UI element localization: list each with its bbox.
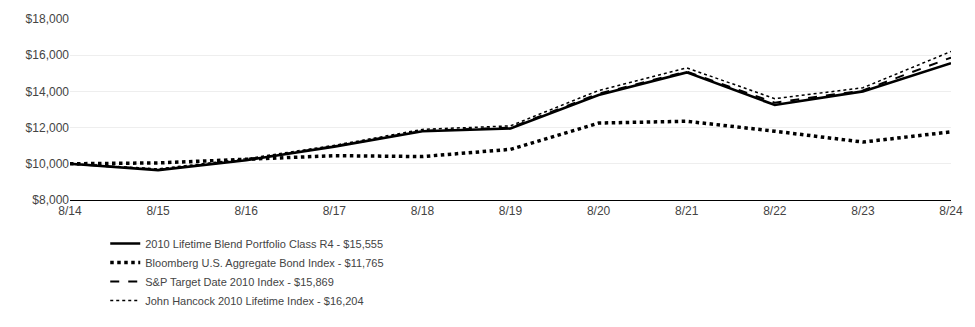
svg-text:8/16: 8/16 [235, 204, 259, 218]
svg-text:8/21: 8/21 [675, 204, 699, 218]
svg-text:8/24: 8/24 [939, 204, 963, 218]
svg-text:$16,000: $16,000 [26, 48, 70, 62]
svg-text:$8,000: $8,000 [32, 193, 69, 207]
svg-text:8/19: 8/19 [499, 204, 523, 218]
svg-text:$12,000: $12,000 [26, 121, 70, 135]
svg-text:$10,000: $10,000 [26, 157, 70, 171]
svg-text:8/15: 8/15 [146, 204, 170, 218]
svg-text:John Hancock 2010 Lifetime Ind: John Hancock 2010 Lifetime Index - $16,2… [145, 295, 363, 307]
svg-text:$18,000: $18,000 [26, 12, 70, 26]
svg-text:8/17: 8/17 [323, 204, 347, 218]
svg-text:S&P Target Date 2010 Index - $: S&P Target Date 2010 Index - $15,869 [145, 276, 334, 288]
svg-text:8/18: 8/18 [411, 204, 435, 218]
svg-text:8/20: 8/20 [587, 204, 611, 218]
svg-text:8/23: 8/23 [851, 204, 875, 218]
svg-text:8/14: 8/14 [58, 204, 82, 218]
svg-text:Bloomberg U.S. Aggregate Bond: Bloomberg U.S. Aggregate Bond Index - $1… [145, 257, 383, 269]
svg-text:$14,000: $14,000 [26, 85, 70, 99]
svg-text:8/22: 8/22 [763, 204, 787, 218]
svg-text:2010 Lifetime Blend Portfolio: 2010 Lifetime Blend Portfolio Class R4 -… [145, 238, 383, 250]
